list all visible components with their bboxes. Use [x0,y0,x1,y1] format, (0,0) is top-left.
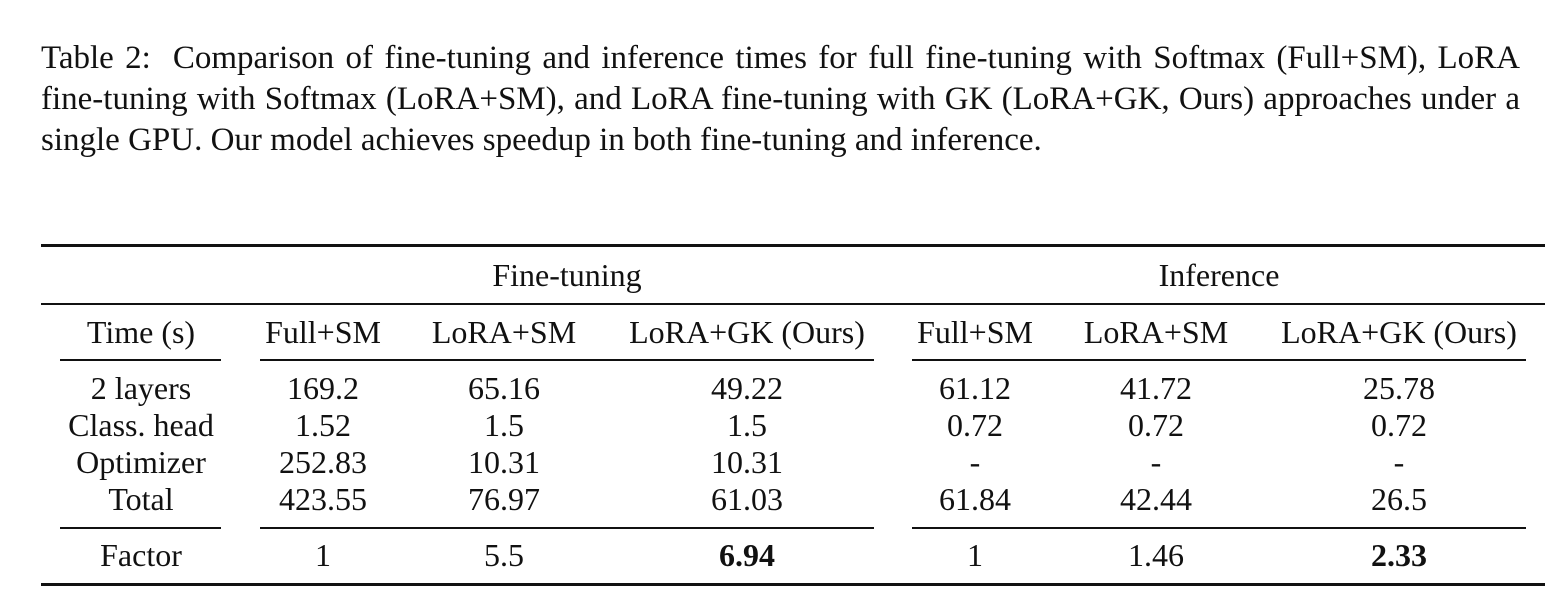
table-cell: 423.55 [279,481,367,517]
table-cell: 61.12 [939,370,1011,406]
column-header-inf-lora-sm: LoRA+SM [1083,314,1229,350]
table-cell: 0.72 [947,407,1003,443]
table-cell: 1 [967,537,983,573]
table-cell: 1.5 [727,407,767,443]
table-cell-best: 6.94 [719,537,775,573]
row-label: Factor [100,537,182,573]
column-header-ft-full-sm: Full+SM [265,314,381,350]
table-cell: 252.83 [279,444,367,480]
column-header-inf-full-sm: Full+SM [917,314,1033,350]
table-cell: 26.5 [1371,481,1427,517]
group-header-rule [41,303,1545,305]
table-cell: - [1150,444,1162,480]
column-header-ft-lora-sm: LoRA+SM [431,314,577,350]
table-cell: 61.84 [939,481,1011,517]
table-cell: 41.72 [1120,370,1192,406]
header-rule-fine-tuning [260,359,874,361]
table-cell: - [1393,444,1405,480]
caption-label: Table 2: [41,40,151,76]
table-cell: 42.44 [1120,481,1192,517]
table-cell: 1.46 [1128,537,1184,573]
header-rule-label [60,359,221,361]
table-cell: 5.5 [484,537,524,573]
row-label: 2 layers [90,370,192,406]
group-header-inference: Inference [1158,257,1280,293]
group-header-fine-tuning: Fine-tuning [492,257,642,293]
table-caption: Table 2: Comparison of fine-tuning and in… [41,38,1520,161]
table-cell: 1 [315,537,331,573]
table-cell: 76.97 [468,481,540,517]
row-label: Class. head [68,407,214,443]
row-label: Total [108,481,174,517]
table-cell: 169.2 [287,370,359,406]
row-label: Optimizer [76,444,206,480]
table-bottom-rule [41,583,1545,586]
column-header-time: Time (s) [86,314,196,350]
table-cell: 1.52 [295,407,351,443]
table-cell: 0.72 [1128,407,1184,443]
table-cell: 49.22 [711,370,783,406]
table-cell: - [969,444,981,480]
table-cell: 25.78 [1363,370,1435,406]
table-cell: 61.03 [711,481,783,517]
factor-rule-inference [912,527,1526,529]
table-top-rule [41,244,1545,247]
factor-rule-fine-tuning [260,527,874,529]
table-cell: 10.31 [711,444,783,480]
factor-rule-label [60,527,221,529]
table-cell: 1.5 [484,407,524,443]
header-rule-inference [912,359,1526,361]
table-cell: 10.31 [468,444,540,480]
column-header-ft-lora-gk: LoRA+GK (Ours) [629,314,865,350]
table-cell-best: 2.33 [1371,537,1427,573]
table-cell: 65.16 [468,370,540,406]
caption-text: Comparison of fine-tuning and inference … [41,40,1521,158]
column-header-inf-lora-gk: LoRA+GK (Ours) [1281,314,1517,350]
table-cell: 0.72 [1371,407,1427,443]
